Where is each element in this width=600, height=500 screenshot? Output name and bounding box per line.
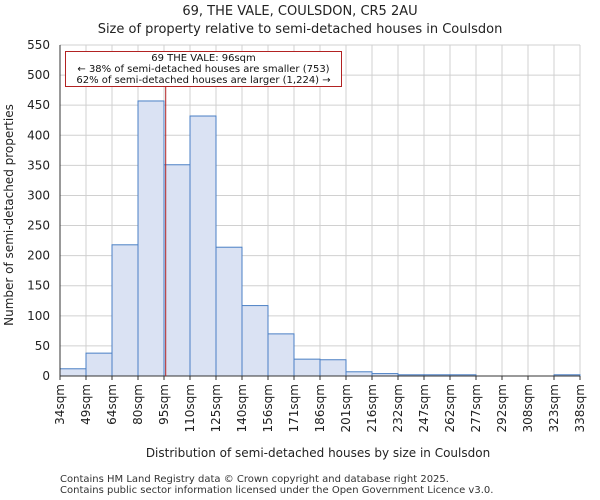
- bars: [59, 100, 581, 377]
- x-tick-label: 171sqm: [287, 384, 301, 432]
- x-tick-label: 186sqm: [313, 384, 327, 432]
- x-tick-label: 49sqm: [79, 384, 93, 425]
- histogram-bar: [59, 368, 87, 377]
- y-tick-label: 50: [35, 339, 50, 353]
- x-tick-label: 140sqm: [235, 384, 249, 432]
- y-tick-label: 100: [27, 309, 50, 323]
- histogram-bar: [111, 244, 139, 377]
- histogram-bar: [319, 359, 347, 377]
- x-tick-label: 232sqm: [391, 384, 405, 432]
- chart-title: 69, THE VALE, COULSDON, CR5 2AU: [182, 4, 418, 19]
- y-tick-label: 500: [27, 68, 50, 82]
- annotation-line-2: ← 38% of semi-detached houses are smalle…: [77, 64, 330, 75]
- x-tick-label: 308sqm: [521, 384, 535, 432]
- x-tick-label: 125sqm: [209, 384, 223, 432]
- annotation-line-1: 69 THE VALE: 96sqm: [151, 53, 256, 64]
- histogram-bar: [267, 333, 295, 377]
- y-tick-label: 350: [27, 158, 50, 172]
- histogram-bar: [345, 371, 373, 377]
- histogram-bar: [215, 246, 243, 377]
- footer-licence: Contains public sector information licen…: [60, 485, 494, 496]
- chart-subtitle: Size of property relative to semi-detach…: [97, 22, 503, 37]
- y-tick-label: 0: [42, 369, 50, 383]
- x-tick-label: 292sqm: [495, 384, 509, 432]
- x-tick-label: 110sqm: [183, 384, 197, 432]
- y-tick-label: 400: [27, 128, 50, 142]
- x-tick-label: 156sqm: [261, 384, 275, 432]
- y-axis-label: Number of semi-detached properties: [2, 104, 16, 326]
- histogram-bar: [137, 100, 165, 377]
- x-tick-label: 247sqm: [417, 384, 431, 432]
- x-tick-label: 64sqm: [105, 384, 119, 425]
- x-tick-label: 201sqm: [339, 384, 353, 432]
- histogram-bar: [85, 352, 113, 377]
- axes: [59, 45, 581, 380]
- y-tick-label: 300: [27, 188, 50, 202]
- x-tick-label: 95sqm: [157, 384, 171, 425]
- histogram-bar: [163, 164, 191, 377]
- histogram-bar: [293, 358, 321, 377]
- x-tick-label: 262sqm: [443, 384, 457, 432]
- histogram-bar: [189, 115, 217, 377]
- y-tick-label: 150: [27, 279, 50, 293]
- y-tick-label: 450: [27, 98, 50, 112]
- x-tick-label: 34sqm: [53, 384, 67, 425]
- y-tick-label: 250: [27, 219, 50, 233]
- x-tick-label: 80sqm: [131, 384, 145, 425]
- annotation-line-3: 62% of semi-detached houses are larger (…: [76, 75, 331, 86]
- x-tick-label: 277sqm: [469, 384, 483, 432]
- x-axis-label: Distribution of semi-detached houses by …: [146, 446, 490, 460]
- x-tick-label: 338sqm: [573, 384, 587, 432]
- histogram-bar: [241, 305, 269, 377]
- x-tick-labels: 34sqm 49sqm 64sqm 80sqm 95sqm 110sqm 125sqm 140…: [53, 384, 587, 432]
- x-tick-label: 216sqm: [365, 384, 379, 432]
- footer-copyright: Contains HM Land Registry data © Crown c…: [60, 474, 449, 485]
- x-tick-label: 323sqm: [547, 384, 561, 432]
- y-tick-label: 200: [27, 249, 50, 263]
- property-annotation-box: 69 THE VALE: 96sqm ← 38% of semi-detache…: [65, 51, 342, 87]
- y-tick-labels: 0 50 100 150 200 250 300 350 400 450 500 550: [27, 38, 50, 383]
- y-tick-label: 550: [27, 38, 50, 52]
